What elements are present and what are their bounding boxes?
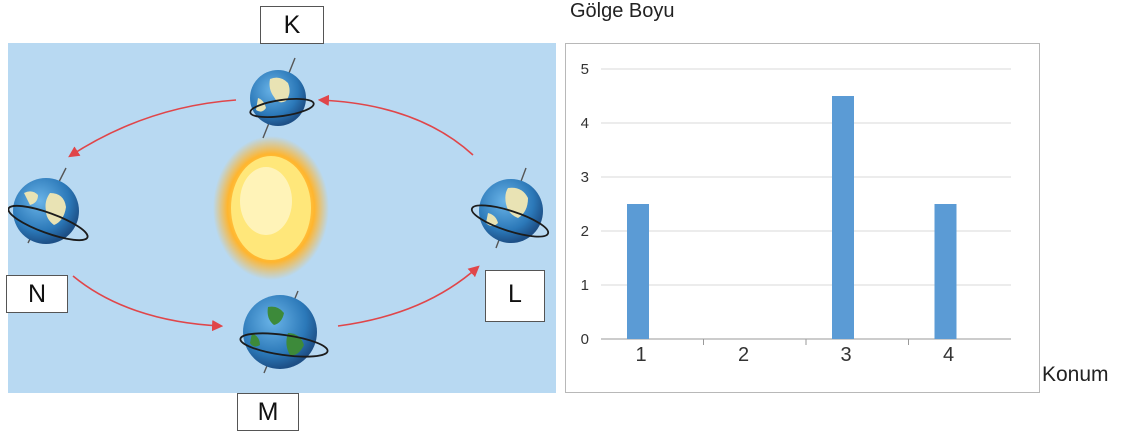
position-label-k: K: [260, 6, 324, 44]
x-tick-label: 2: [738, 344, 749, 366]
x-tick-label: 4: [943, 344, 954, 366]
orbit-arrow-m-to-l: [337, 265, 480, 327]
chart-title: Gölge Boyu: [570, 0, 675, 22]
earth-icon-l: [470, 167, 550, 249]
chart-frame: 0 1 2 3 4 5 1 2 3 4: [565, 43, 1040, 393]
x-tick-label: 3: [840, 344, 851, 366]
sun-icon: [213, 136, 329, 280]
orbit-arrow-n-to-m: [72, 275, 224, 332]
orbit-arrow-k-to-n: [68, 99, 237, 158]
bar-3: [832, 96, 854, 339]
position-label-n: N: [6, 275, 68, 313]
y-tick-label: 4: [581, 115, 589, 132]
position-label-m: M: [237, 393, 299, 431]
earth-icon-n: [8, 167, 89, 244]
bar-1: [627, 204, 649, 339]
orbit-arrow-l-to-k: [317, 94, 474, 156]
bar-4: [934, 204, 957, 339]
y-tick-label: 5: [581, 61, 589, 78]
orbit-diagram: [8, 43, 556, 393]
position-label-l: L: [485, 270, 545, 322]
earth-icon-m: [239, 290, 329, 374]
orbit-illustration: [8, 57, 550, 374]
y-tick-label: 2: [581, 223, 589, 240]
y-tick-label: 0: [581, 331, 589, 348]
bar-chart: 0 1 2 3 4 5 1 2 3 4: [581, 61, 1011, 366]
y-tick-label: 1: [581, 277, 589, 294]
y-tick-label: 3: [581, 169, 589, 186]
earth-icon-k: [249, 57, 315, 139]
x-axis-label: Konum: [1042, 363, 1109, 386]
x-tick-label: 1: [635, 344, 646, 366]
